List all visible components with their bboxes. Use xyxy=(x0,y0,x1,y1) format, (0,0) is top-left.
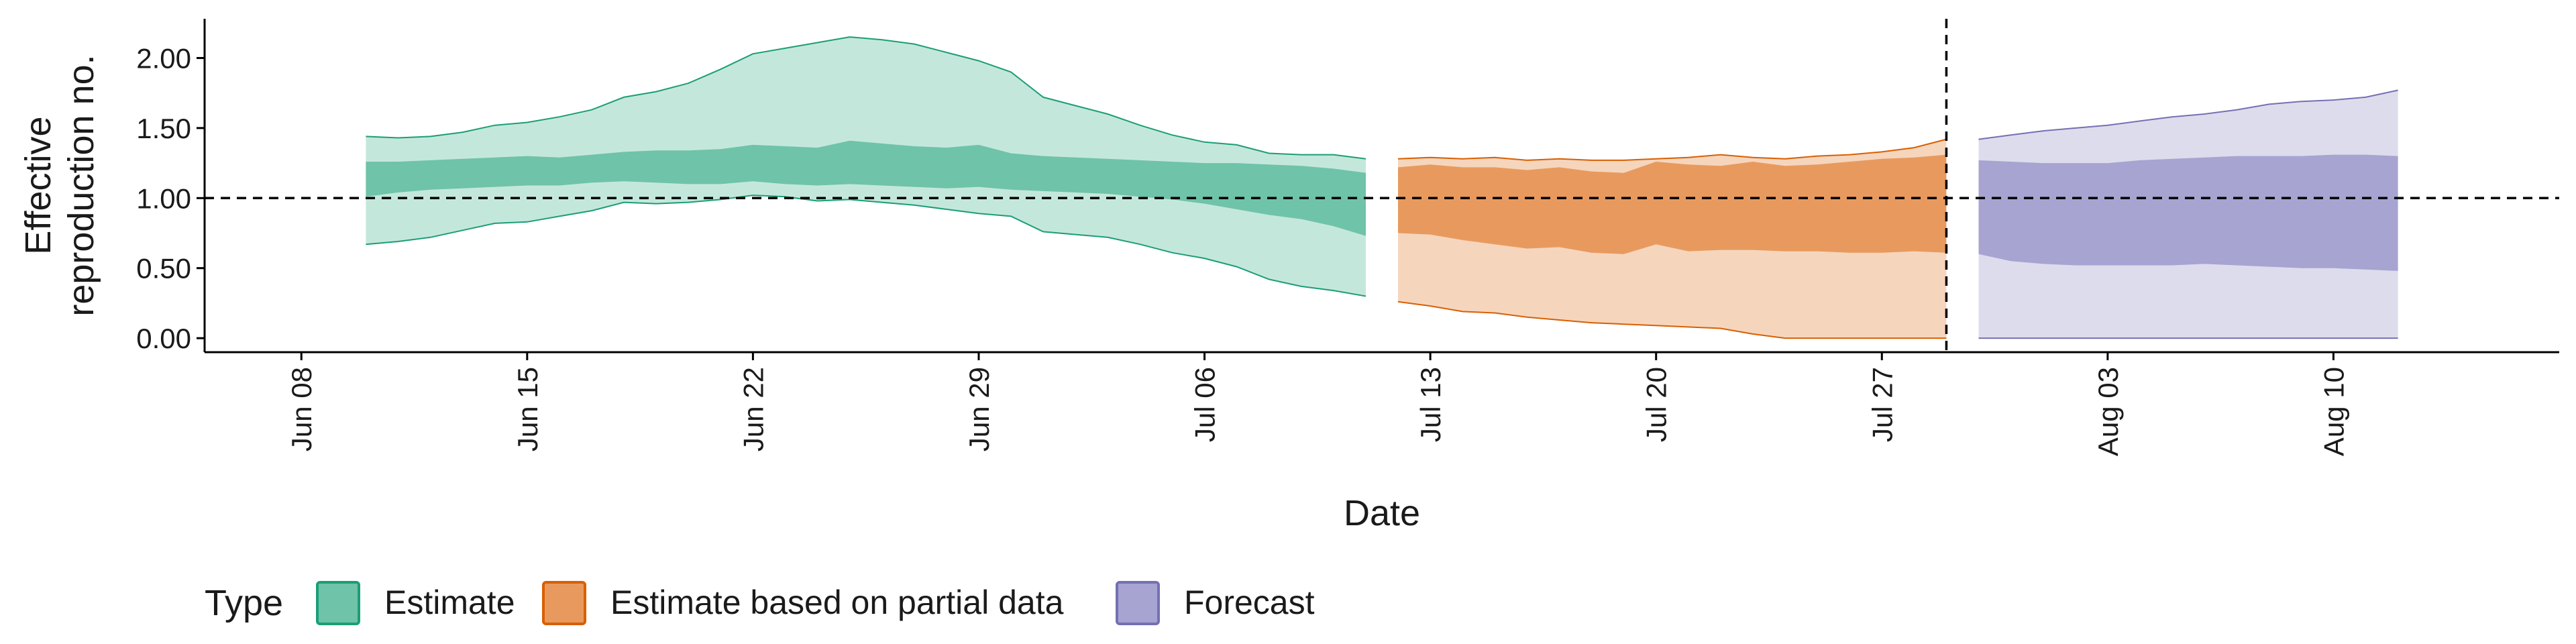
axes: 0.00 0.50 1.00 1.50 2.00 Jun 08 Jun 15 Jun 22 Ju… xyxy=(18,19,2559,533)
y-axis-title-line: reproduction no. xyxy=(61,54,101,316)
y-tick-label: 1.50 xyxy=(136,113,191,144)
series-1 xyxy=(1397,138,1947,339)
series-2 xyxy=(1978,89,2398,339)
outer-upper-edge xyxy=(1978,89,2398,140)
inner-ribbon xyxy=(1978,154,2398,271)
y-tick-label: 0.50 xyxy=(136,253,191,284)
reference-lines xyxy=(205,19,2559,352)
x-tick-label: Jun 29 xyxy=(963,367,995,451)
x-tick-label: Jun 08 xyxy=(286,367,317,451)
x-axis-title: Date xyxy=(1344,493,1420,533)
outer-lower-edge xyxy=(366,195,1366,297)
legend: Type Estimate Estimate based on partial da… xyxy=(205,581,1315,625)
inner-ribbon xyxy=(366,140,1366,236)
x-tick-label: Jul 20 xyxy=(1641,367,1672,442)
x-tick-label: Jun 15 xyxy=(512,367,543,451)
x-tick-label: Jun 22 xyxy=(737,367,769,451)
y-tick-label: 1.00 xyxy=(136,182,191,214)
legend-swatch xyxy=(1116,581,1160,625)
series-0 xyxy=(366,36,1366,297)
legend-label: Estimate based on partial data xyxy=(610,584,1064,621)
y-axis-title: Effectivereproduction no. xyxy=(18,54,101,316)
outer-upper-edge xyxy=(366,36,1366,160)
ribbon-layer xyxy=(366,36,2398,339)
x-tick-label: Jul 27 xyxy=(1866,367,1898,442)
outer-lower-edge xyxy=(1397,301,1947,339)
legend-swatch xyxy=(542,581,586,625)
legend-label: Forecast xyxy=(1184,584,1315,621)
x-tick-label: Aug 03 xyxy=(2092,367,2124,456)
y-tick-label: 0.00 xyxy=(136,323,191,354)
x-tick-label: Jul 13 xyxy=(1415,367,1446,442)
legend-label: Estimate xyxy=(384,584,515,621)
legend-swatch xyxy=(316,581,360,625)
x-tick-label: Jul 06 xyxy=(1189,367,1221,442)
y-axis-title-line: Effective xyxy=(18,116,58,254)
inner-ribbon xyxy=(1398,154,1947,254)
outer-upper-edge xyxy=(1397,138,1947,161)
y-tick-label: 2.00 xyxy=(136,42,191,74)
x-tick-label: Aug 10 xyxy=(2318,367,2349,456)
legend-title: Type xyxy=(205,583,283,623)
